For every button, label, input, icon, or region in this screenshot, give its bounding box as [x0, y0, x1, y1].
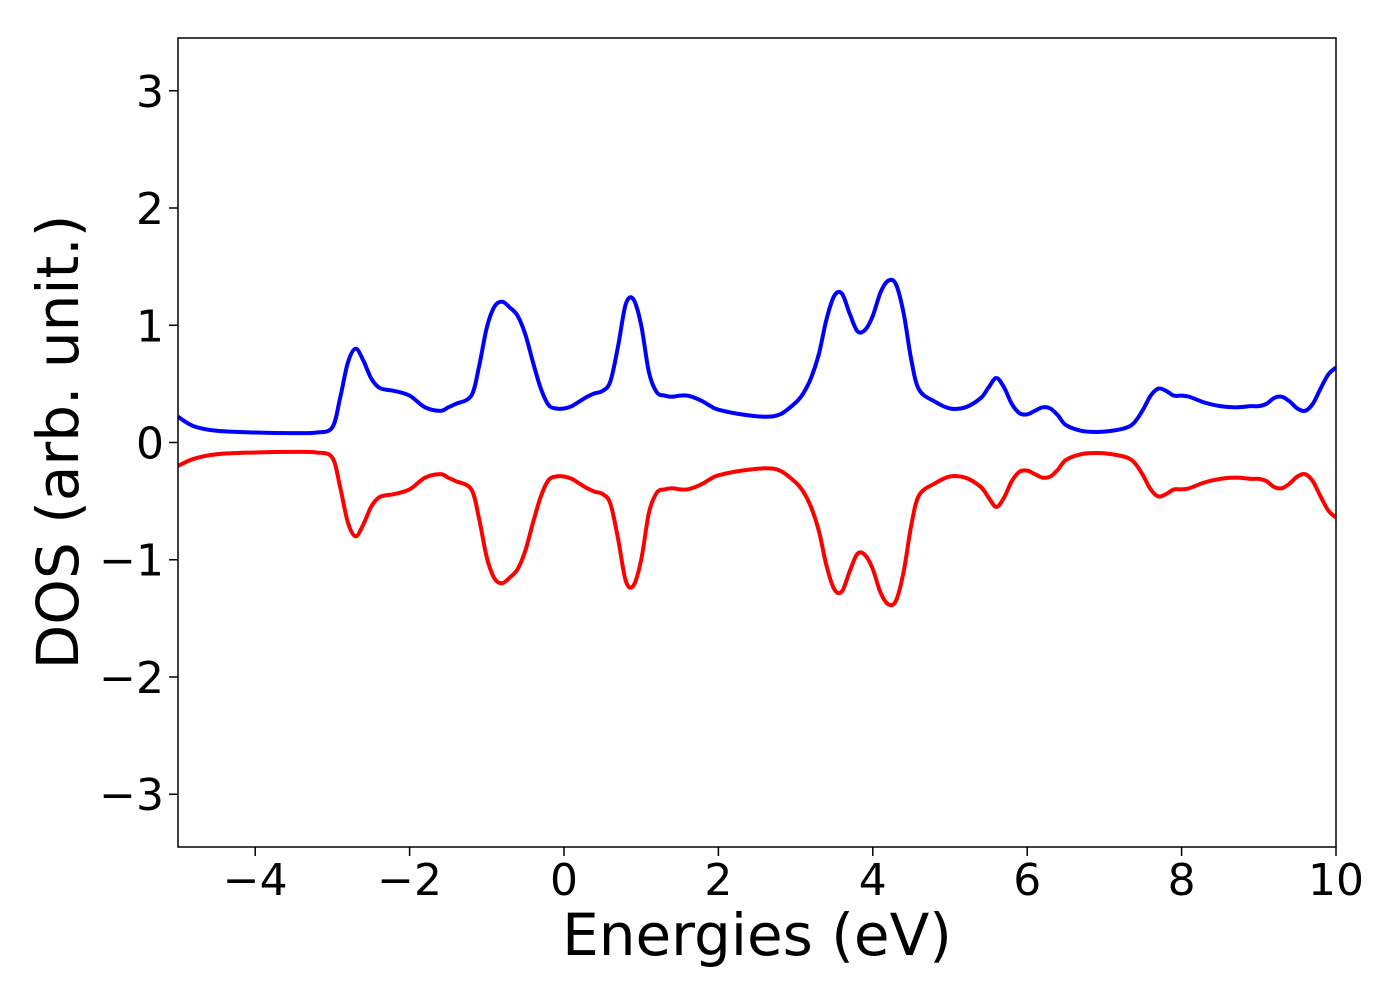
x-tick-label: 2 — [704, 855, 732, 906]
x-tick-label: −4 — [223, 855, 288, 906]
x-tick-label: −2 — [377, 855, 442, 906]
series-layer — [178, 277, 1336, 608]
y-tick-label: −1 — [99, 536, 164, 587]
y-tick-label: 2 — [136, 184, 164, 235]
dos-line-positive — [178, 277, 1336, 436]
x-tick-label: 8 — [1168, 855, 1196, 906]
x-axis-label: Energies (eV) — [562, 901, 952, 969]
y-axis-label: DOS (arb. unit.) — [24, 215, 92, 670]
y-tick-label: 3 — [136, 67, 164, 118]
y-tick-label: 0 — [136, 419, 164, 470]
y-tick-label: 1 — [136, 301, 164, 352]
x-axis-ticks: −4 −2 0 2 4 6 8 10 — [223, 847, 1364, 906]
y-tick-label: −3 — [99, 770, 164, 821]
plot-frame — [177, 37, 1337, 848]
x-tick-label: 0 — [550, 855, 578, 906]
x-tick-label: 10 — [1308, 855, 1364, 906]
y-tick-label: −2 — [99, 653, 164, 704]
x-tick-label: 4 — [859, 855, 887, 906]
dos-line-negative — [178, 449, 1336, 608]
y-axis-ticks: −3 −2 −1 0 1 2 3 — [99, 67, 178, 821]
x-tick-label: 6 — [1013, 855, 1041, 906]
